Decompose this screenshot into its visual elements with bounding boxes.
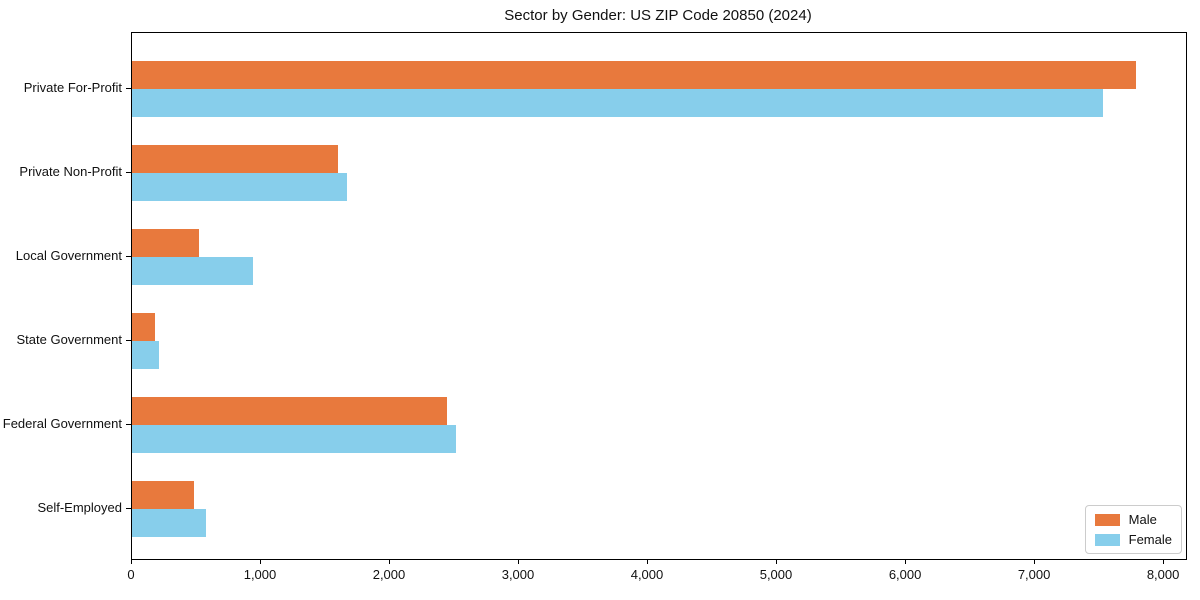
bar-male-2 bbox=[132, 145, 339, 173]
category-label: State Government bbox=[16, 332, 123, 347]
x-tick bbox=[1034, 559, 1036, 564]
legend-label-male: Male bbox=[1128, 512, 1157, 527]
male-swatch-icon bbox=[1094, 513, 1120, 526]
bar-female-4 bbox=[132, 341, 160, 369]
x-tick bbox=[518, 559, 519, 564]
x-tick-label: 3,000 bbox=[501, 567, 535, 582]
x-tick-label: 2,000 bbox=[372, 567, 406, 582]
plot-area: Male Female bbox=[131, 32, 1187, 560]
legend: Male Female bbox=[1084, 505, 1182, 554]
bar-female-1 bbox=[132, 89, 1104, 117]
y-tick bbox=[126, 88, 131, 89]
x-tick-label: 0 bbox=[127, 567, 135, 582]
x-tick bbox=[905, 559, 907, 564]
x-tick-label: 7,000 bbox=[1017, 567, 1051, 582]
y-tick bbox=[126, 256, 131, 257]
bar-male-6 bbox=[132, 481, 194, 509]
x-tick bbox=[776, 559, 777, 564]
y-tick bbox=[126, 424, 131, 425]
x-tick-label: 1,000 bbox=[243, 567, 277, 582]
x-tick bbox=[260, 559, 261, 564]
chart-title: Sector by Gender: US ZIP Code 20850 (202… bbox=[504, 7, 812, 24]
y-tick bbox=[126, 508, 131, 509]
bar-male-3 bbox=[132, 229, 200, 257]
x-tick bbox=[131, 559, 132, 564]
y-tick bbox=[126, 340, 131, 341]
female-swatch-icon bbox=[1094, 533, 1120, 546]
x-tick-label: 8,000 bbox=[1146, 567, 1180, 582]
x-tick bbox=[389, 559, 390, 564]
y-tick bbox=[126, 172, 131, 173]
category-label: Self-Employed bbox=[37, 500, 122, 515]
x-tick-label: 5,000 bbox=[759, 567, 793, 582]
category-label: Federal Government bbox=[2, 416, 122, 431]
bar-male-4 bbox=[132, 313, 156, 341]
bar-female-6 bbox=[132, 509, 206, 537]
x-tick bbox=[647, 559, 648, 564]
x-tick bbox=[1163, 559, 1165, 564]
bar-female-2 bbox=[132, 173, 348, 201]
bar-female-3 bbox=[132, 257, 254, 285]
legend-item-female: Female bbox=[1094, 532, 1172, 547]
category-label: Private Non-Profit bbox=[19, 164, 122, 179]
x-tick-label: 6,000 bbox=[888, 567, 922, 582]
x-tick-label: 4,000 bbox=[630, 567, 664, 582]
legend-item-male: Male bbox=[1094, 512, 1172, 527]
legend-label-female: Female bbox=[1128, 532, 1172, 547]
bar-male-5 bbox=[132, 397, 447, 425]
bar-male-1 bbox=[132, 61, 1136, 89]
category-label: Private For-Profit bbox=[23, 80, 122, 95]
bar-female-5 bbox=[132, 425, 456, 453]
category-label: Local Government bbox=[15, 248, 122, 263]
